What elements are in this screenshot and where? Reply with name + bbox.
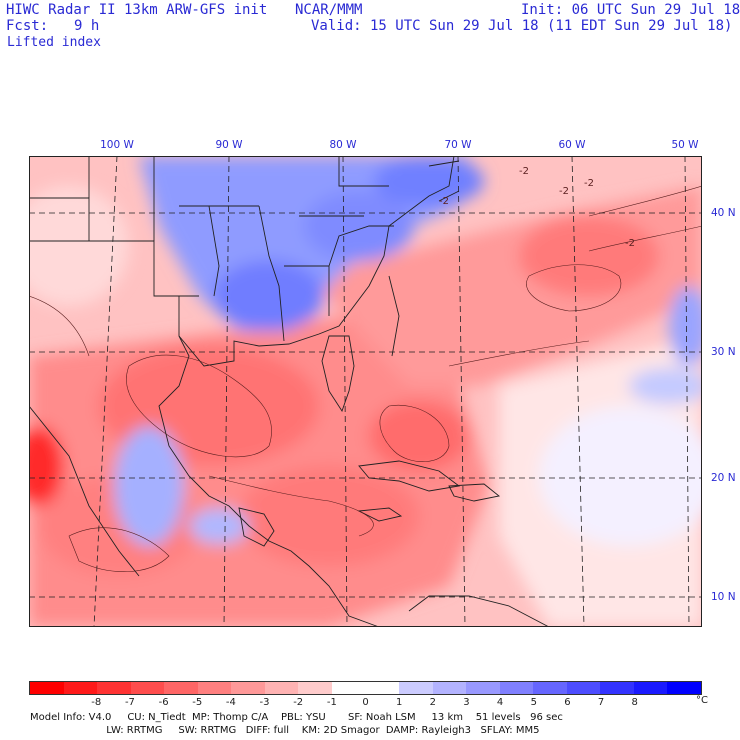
colorbar-tick-label: 5 [530, 697, 537, 708]
political-boundaries [29, 156, 550, 627]
model-info-line2: LW: RRTMG SW: RRTMG DIFF: full KM: 2D Sm… [30, 725, 540, 736]
lat-label-20n: 20 N [711, 472, 736, 484]
colorbar-swatch [97, 682, 131, 694]
colorbar-tick-label: 1 [395, 697, 403, 708]
colorbar-tick-label: -4 [225, 697, 236, 708]
colorbar-swatch [466, 682, 500, 694]
colorbar-tick-label: -5 [192, 697, 203, 708]
contour-label: -2 [519, 166, 529, 177]
colorbar-swatch [399, 682, 433, 694]
organization-label: NCAR/MMM [295, 2, 363, 18]
contour-label: -2 [625, 238, 635, 249]
colorbar-tick-label: -8 [91, 697, 102, 708]
lat-label-10n: 10 N [711, 591, 736, 603]
colorbar-tick-label: 3 [463, 697, 470, 708]
contour-label: -2 [584, 178, 594, 189]
colorbar-swatch [63, 682, 98, 694]
colorbar-swatch [30, 682, 64, 694]
init-time: Init: 06 UTC Sun 29 Jul 18 [521, 2, 740, 18]
field-shading [29, 156, 702, 627]
lon-label-70w: 70 W [444, 139, 472, 151]
contour-label: -2 [559, 186, 569, 197]
colorbar-swatch [566, 682, 601, 694]
colorbar-swatch [264, 682, 299, 694]
colorbar-tick-label: 6 [564, 697, 571, 708]
model-title: HIWC Radar II 13km ARW-GFS init [6, 2, 268, 18]
colorbar-swatch [499, 682, 534, 694]
colorbar-swatch [667, 682, 701, 694]
latlon-grid [29, 156, 702, 627]
colorbar-swatch [298, 682, 332, 694]
colorbar-swatch [633, 682, 668, 694]
colorbar-tick-label: 7 [597, 697, 605, 708]
contour-label: -2 [439, 196, 449, 207]
colorbar [29, 681, 702, 695]
lon-label-100w: 100 W [100, 139, 134, 151]
colorbar-swatch [600, 682, 634, 694]
colorbar-tick-label: 2 [429, 697, 436, 708]
colorbar-swatch [164, 682, 198, 694]
lon-label-50w: 50 W [671, 139, 699, 151]
colorbar-swatch [197, 682, 232, 694]
colorbar-unit: °C [696, 695, 708, 706]
colorbar-swatch [533, 682, 567, 694]
field-name: Lifted index [7, 35, 101, 50]
colorbar-tick-label: -1 [326, 697, 337, 708]
colorbar-swatch [331, 682, 366, 694]
valid-time: Valid: 15 UTC Sun 29 Jul 18 (11 EDT Sun … [311, 18, 733, 34]
colorbar-tick-label: -3 [259, 697, 270, 708]
forecast-label: Fcst: [6, 18, 49, 34]
colorbar-tick-label: -7 [124, 697, 135, 708]
lifted-index-map: -2 -2 -2 -2 -2 [29, 156, 702, 627]
lat-label-30n: 30 N [711, 346, 736, 358]
colorbar-tick-label: 8 [631, 697, 638, 708]
lon-label-90w: 90 W [215, 139, 243, 151]
model-info-line1: Model Info: V4.0 CU: N_Tiedt MP: Thomp C… [30, 712, 563, 723]
map-frame [29, 156, 702, 627]
colorbar-tick-label: 4 [496, 697, 504, 708]
colorbar-tick-label: 0 [362, 697, 369, 708]
colorbar-swatch [365, 682, 400, 694]
colorbar-swatch [432, 682, 467, 694]
forecast-hour: 9 h [74, 18, 100, 34]
colorbar-tick-label: -2 [293, 697, 304, 708]
lat-label-40n: 40 N [711, 207, 736, 219]
colorbar-swatch [130, 682, 165, 694]
colorbar-swatch [231, 682, 265, 694]
lon-label-60w: 60 W [558, 139, 586, 151]
colorbar-tick-label: -6 [158, 697, 169, 708]
lon-label-80w: 80 W [329, 139, 357, 151]
